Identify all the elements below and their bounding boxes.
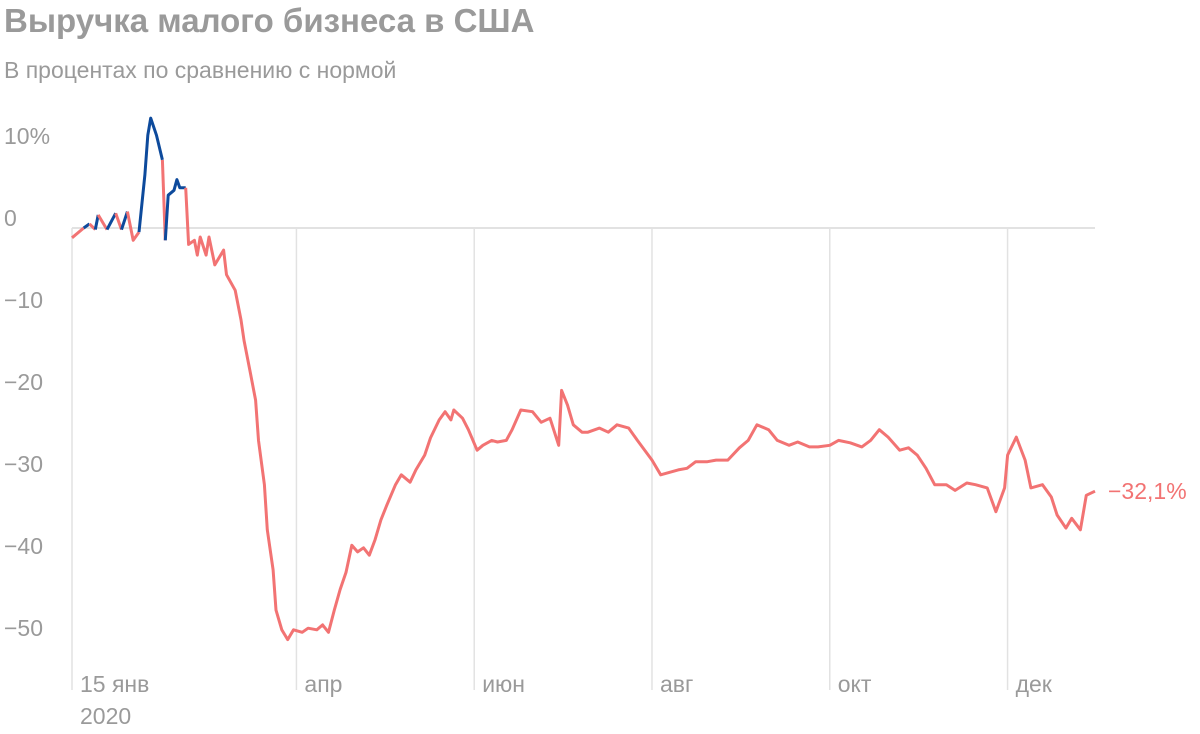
line-segment [71,226,85,239]
y-tick-label: 0 [4,205,17,231]
chart-subtitle: В процентах по сравнению с нормой [4,57,396,83]
line-segment [137,116,164,233]
y-tick-label: −40 [4,533,43,559]
x-tick-sublabel: 2020 [80,703,131,729]
line-segment [114,212,123,231]
x-tick-label: июн [482,671,525,697]
y-tick-label: −20 [4,369,43,395]
chart-title: Выручка малого бизнеса в США [4,2,534,39]
line-segment [96,214,109,231]
line-segment [184,187,1096,642]
line-segment [105,212,118,231]
line-segment [163,178,186,241]
x-tick-label: окт [838,671,872,697]
x-tick-label: 15 янв [80,671,149,697]
y-tick-label: 10% [4,123,50,149]
line-segment [120,211,129,231]
end-label: −32,1% [1108,478,1187,504]
y-tick-label: −10 [4,287,43,313]
line-segment [93,214,100,230]
line-segment [125,211,141,242]
line-segment [82,222,91,230]
y-tick-label: −30 [4,451,43,477]
x-tick-label: авг [660,671,693,697]
x-tick-label: апр [304,671,342,697]
x-tick-label: дек [1016,671,1053,697]
y-tick-label: −50 [4,615,43,641]
